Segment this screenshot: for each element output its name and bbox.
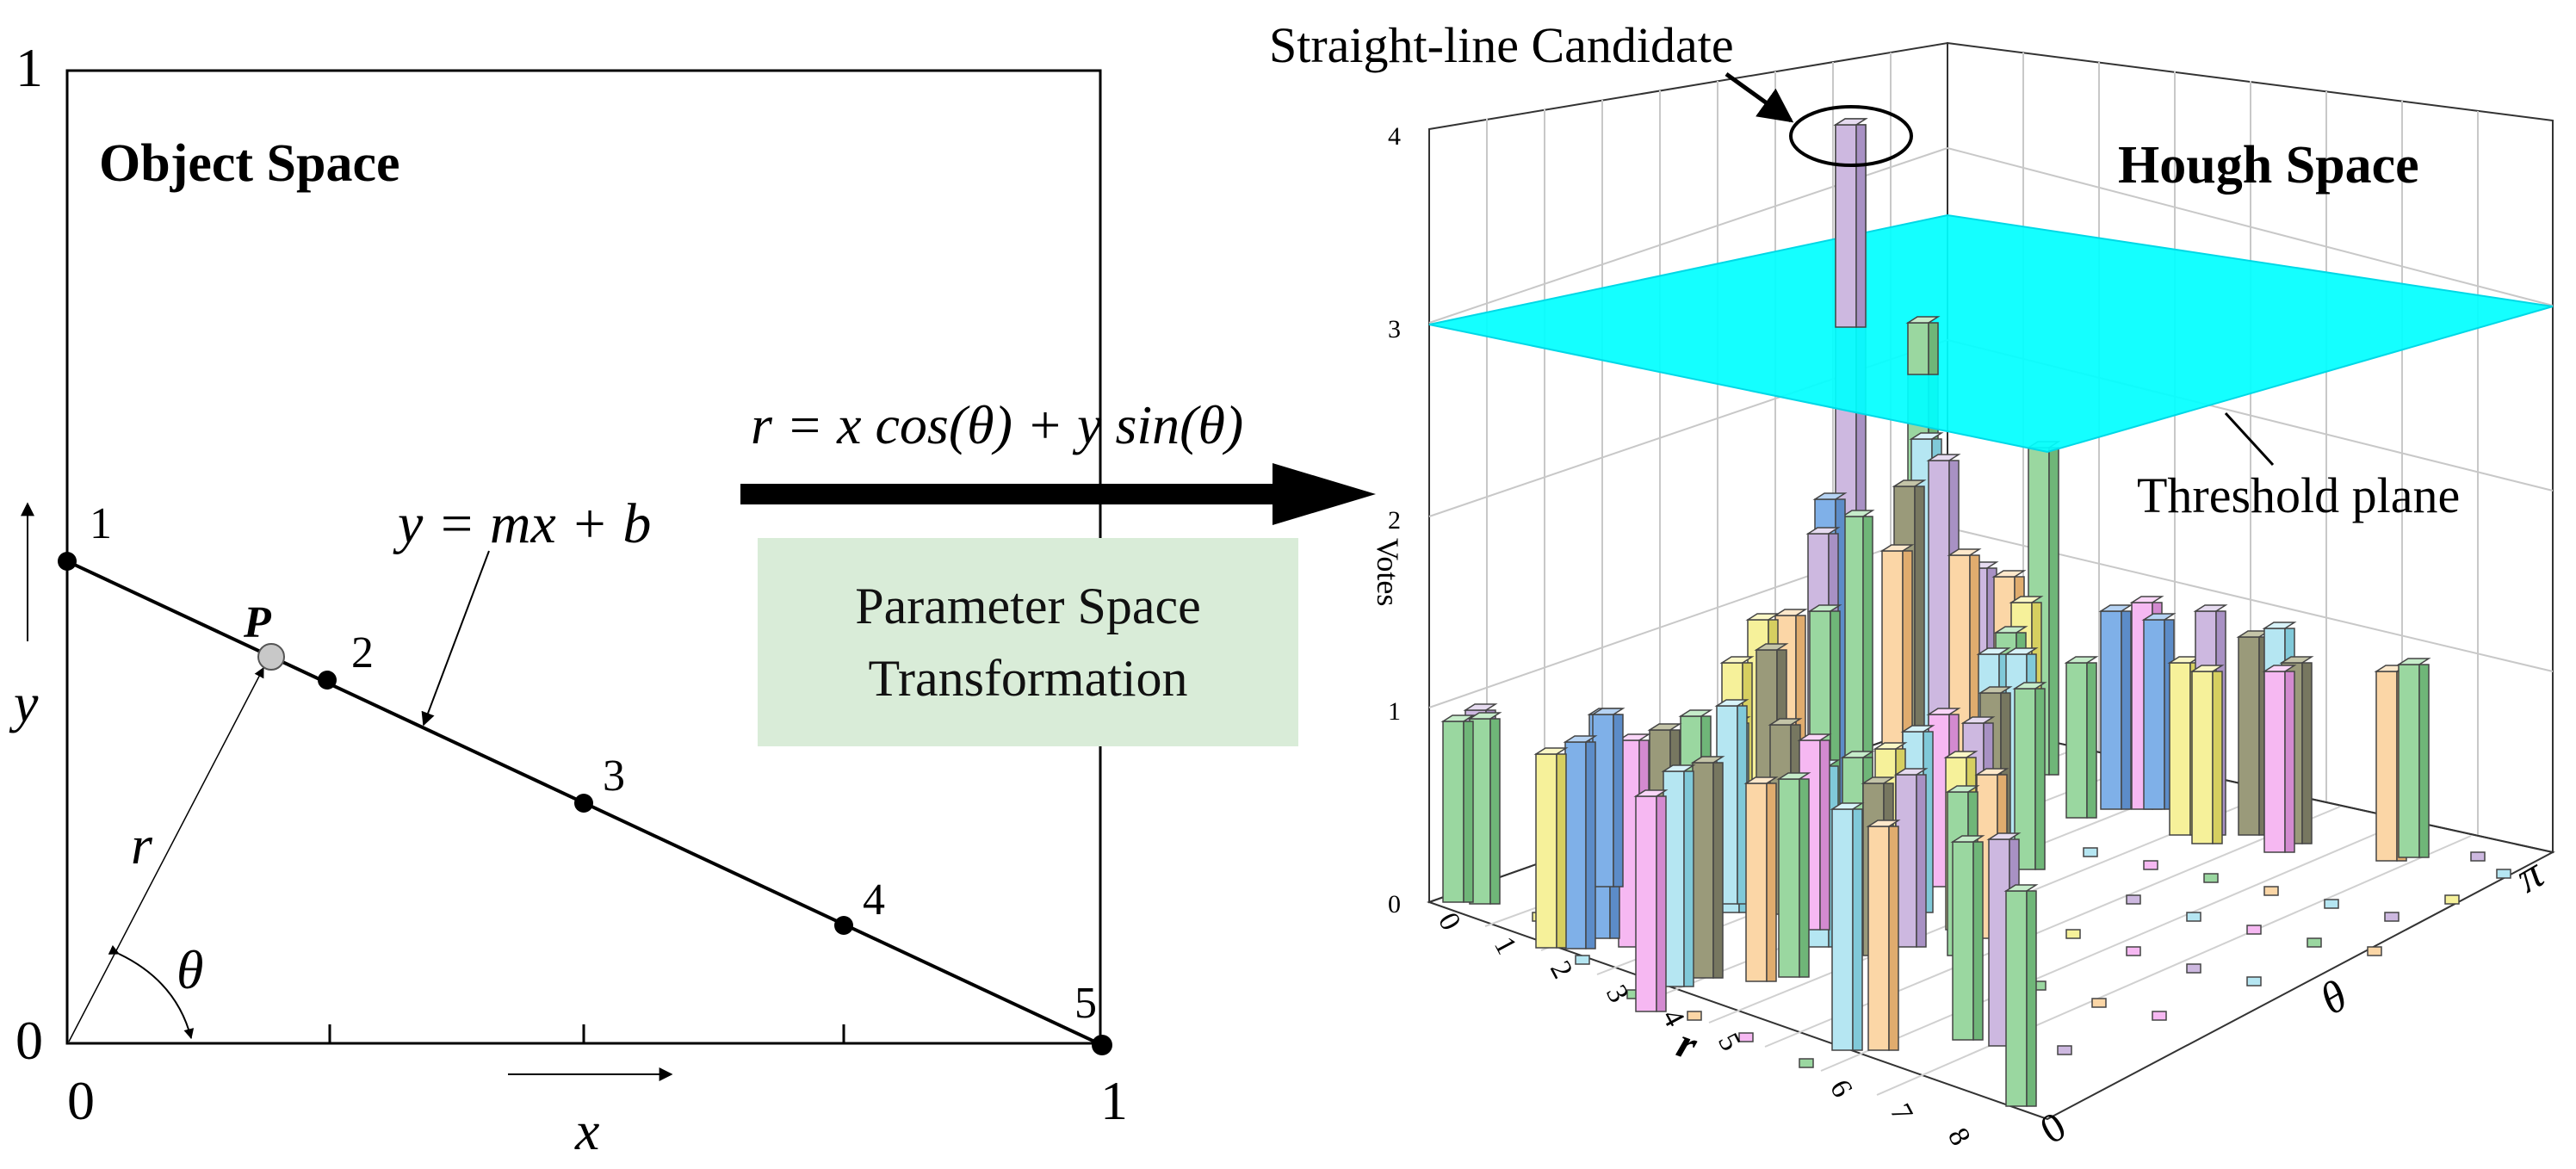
object-space-title: Object Space: [99, 134, 400, 193]
bar: [1866, 820, 1901, 1051]
z-tick-4: 4: [1388, 122, 1401, 151]
r-tick: 1: [1488, 931, 1523, 959]
r-tick: 0: [1432, 907, 1467, 935]
point-P: [257, 643, 285, 671]
y-tick-1: 1: [15, 37, 43, 98]
candidate-arrow: [1725, 71, 1794, 123]
threshold-label: Threshold plane: [2137, 467, 2460, 523]
transform-arrow-head: [1273, 463, 1376, 525]
transform-arrow-shaft: [740, 484, 1283, 504]
parameter-space-transformation-box: Parameter Space Transformation: [758, 538, 1298, 746]
z-axis-label: Votes: [1371, 538, 1405, 606]
bar: [2098, 604, 2133, 810]
z-tick-1: 1: [1388, 697, 1401, 726]
point-2: [318, 671, 337, 690]
bar: [2064, 656, 2099, 819]
point-5-label: 5: [1074, 979, 1097, 1028]
bar: [2003, 884, 2039, 1107]
point-P-label: P: [243, 598, 272, 647]
z-tick-0: 0: [1388, 890, 1401, 918]
bar: [1893, 768, 1929, 948]
equation-pointer: [421, 550, 490, 727]
vote-bars: [1440, 118, 2431, 1107]
bar: [1590, 708, 1625, 888]
bar: [1661, 764, 1696, 987]
bar: [2012, 682, 2047, 870]
bar: [1776, 772, 1811, 978]
r-tick: 3: [1600, 980, 1635, 1007]
z-tick-3: 3: [1388, 315, 1401, 343]
theta-axis-label: θ: [2313, 971, 2356, 1024]
bar: [1690, 756, 1725, 979]
y-axis-label: y: [9, 672, 39, 733]
point-1-label: 1: [90, 499, 112, 548]
z-tick-2: 2: [1388, 506, 1401, 535]
radius-line: [68, 666, 264, 1042]
bar: [1440, 714, 1476, 903]
bar: [1467, 712, 1502, 905]
point-4-label: 4: [863, 875, 885, 925]
bar-tops-above-plane: [1905, 316, 1941, 375]
param-box-line1: Parameter Space: [855, 578, 1201, 634]
point-4: [834, 916, 853, 935]
r-tick: 5: [1712, 1028, 1747, 1055]
x-tick-0: 0: [67, 1070, 95, 1131]
bar: [1830, 802, 1865, 1051]
r-tick: 7: [1884, 1098, 1919, 1126]
transformation: r = x cos(θ) + y sin(θ): [740, 394, 1376, 525]
point-3-label: 3: [603, 752, 625, 801]
hough-space-panel: Straight-line Candidate Hough Space Thre…: [1269, 17, 2555, 1154]
transform-equation: r = x cos(θ) + y sin(θ): [751, 394, 1243, 455]
candidate-bar-top: [1833, 118, 1868, 328]
x-axis-label: x: [574, 1100, 599, 1161]
bar: [1563, 735, 1598, 949]
r-tick: 8: [1941, 1123, 1977, 1150]
bar: [1950, 835, 1985, 1041]
theta-start-label: 0: [2033, 1104, 2073, 1154]
hough-space-title: Hough Space: [2118, 136, 2419, 195]
bar: [2396, 658, 2431, 858]
bar: [2189, 665, 2225, 844]
threshold-leader: [2224, 411, 2275, 467]
origin-label: 0: [15, 1010, 43, 1071]
candidate-ellipse: [1789, 105, 1913, 167]
line-equation: y = mx + b: [393, 492, 651, 555]
x-tick-1: 1: [1100, 1070, 1128, 1131]
point-2-label: 2: [351, 628, 374, 677]
theta-label: θ: [176, 939, 203, 1000]
object-space-panel: Object Space 1 0 0 1 x y 1 2 3 4 5 P r: [9, 37, 1128, 1161]
radius-label: r: [131, 814, 153, 875]
point-3: [574, 794, 593, 813]
r-tick: 6: [1824, 1074, 1859, 1102]
threshold-plane: [1428, 213, 2554, 454]
point-1: [58, 552, 77, 571]
bar: [1633, 789, 1669, 1012]
param-box-line2: Transformation: [868, 650, 1188, 707]
bar: [1743, 776, 1779, 982]
r-axis-label: r: [1671, 1018, 1704, 1069]
point-5: [1092, 1035, 1112, 1055]
candidate-label: Straight-line Candidate: [1269, 17, 1734, 73]
bar: [2262, 665, 2297, 853]
theta-arc: [108, 944, 195, 1040]
bar: [1533, 747, 1569, 949]
r-tick: 2: [1544, 956, 1579, 983]
